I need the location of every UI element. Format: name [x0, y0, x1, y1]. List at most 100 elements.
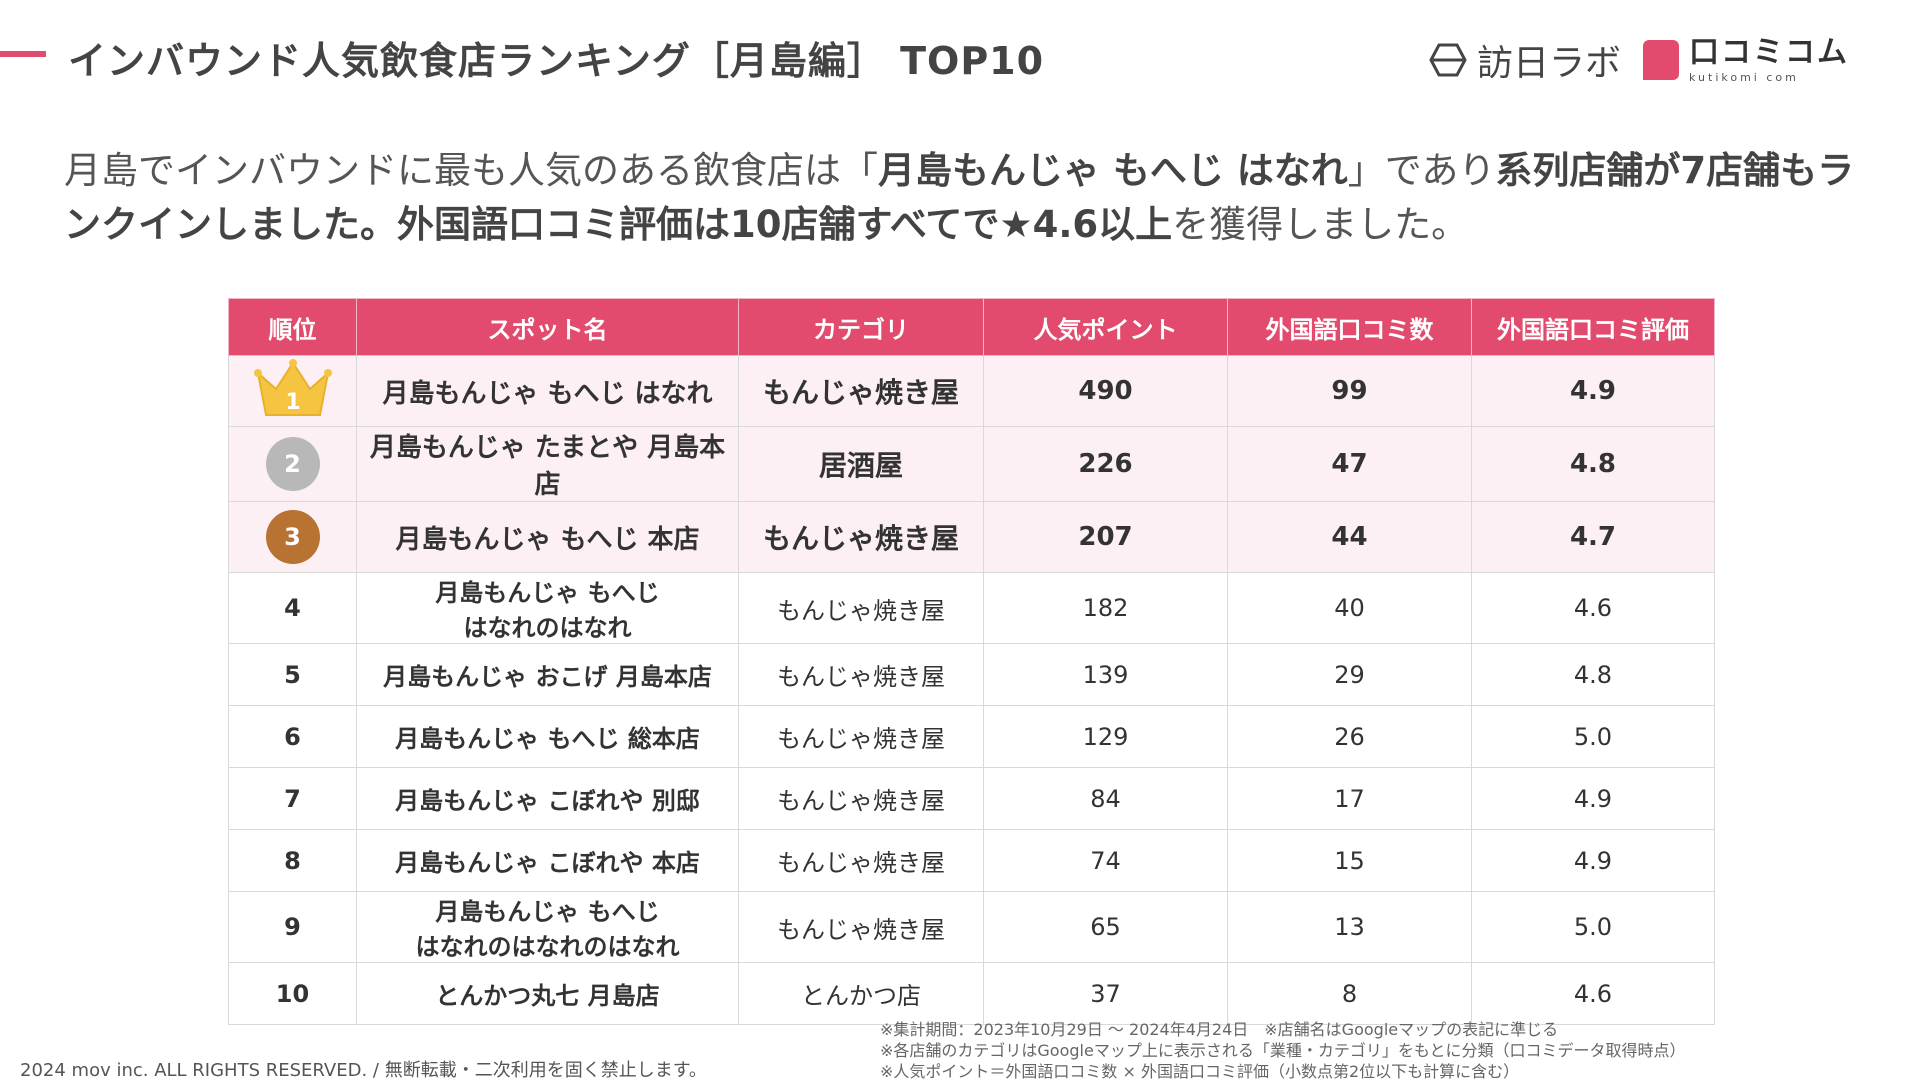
rating-cell: 4.9: [1471, 829, 1715, 892]
category-cell: もんじゃ焼き屋: [738, 829, 984, 892]
spot-name-cell: 月島もんじゃ もへじ はなれのはなれ: [356, 572, 739, 644]
rating-cell: 4.8: [1471, 643, 1715, 706]
spot-name-cell: 月島もんじゃ こぼれや 別邸: [356, 767, 739, 830]
category-cell: もんじゃ焼き屋: [738, 767, 984, 830]
review-count-cell: 99: [1227, 355, 1472, 427]
spot-name-line-1: 月島もんじゃ もへじ: [435, 579, 660, 607]
table-row: 6 月島もんじゃ もへじ 総本店 もんじゃ焼き屋 129 26 5.0: [228, 705, 1715, 768]
header-review-rating: 外国語口コミ評価: [1471, 298, 1715, 356]
rank-cell: 3: [228, 501, 357, 573]
rating-cell: 4.6: [1471, 962, 1715, 1025]
gold-crown-icon: 1: [253, 358, 332, 424]
category-cell: もんじゃ焼き屋: [738, 643, 984, 706]
houjin-labo-text: 訪日ラボ: [1476, 43, 1621, 84]
rating-cell: 4.9: [1471, 767, 1715, 830]
bronze-medal-icon: 3: [265, 510, 320, 564]
category-cell: 居酒屋: [738, 426, 984, 502]
review-count-cell: 40: [1227, 572, 1472, 644]
review-count-cell: 26: [1227, 705, 1472, 768]
points-cell: 490: [983, 355, 1228, 427]
spot-name-cell: とんかつ丸七 月島店: [356, 962, 739, 1025]
points-cell: 74: [983, 829, 1228, 892]
header-points: 人気ポイント: [983, 298, 1228, 356]
rating-cell: 4.7: [1471, 501, 1715, 573]
title-accent-bar: [0, 51, 46, 57]
review-count-cell: 8: [1227, 962, 1472, 1025]
table-row: 8 月島もんじゃ こぼれや 本店 もんじゃ焼き屋 74 15 4.9: [228, 829, 1715, 892]
lead-text-3: を獲得しました。: [1172, 203, 1469, 246]
review-count-cell: 15: [1227, 829, 1472, 892]
spot-name-cell: 月島もんじゃ もへじ はなれのはなれのはなれ: [356, 891, 739, 963]
points-cell: 37: [983, 962, 1228, 1025]
category-cell: もんじゃ焼き屋: [738, 572, 984, 644]
spot-name-cell: 月島もんじゃ もへじ 本店: [356, 501, 739, 573]
footnotes: ※集計期間：2023年10月29日 〜 2024年4月24日 ※店舗名はGoog…: [880, 1019, 1686, 1082]
header-spot-name: スポット名: [356, 298, 739, 356]
ranking-table: 順位 スポット名 カテゴリ 人気ポイント 外国語口コミ数 外国語口コミ評価 1: [228, 298, 1715, 1025]
speech-bubble-icon: [1643, 40, 1679, 80]
review-count-cell: 13: [1227, 891, 1472, 963]
table-row: 3 月島もんじゃ もへじ 本店 もんじゃ焼き屋 207 44 4.7: [228, 501, 1715, 573]
spot-name-cell: 月島もんじゃ もへじ 総本店: [356, 705, 739, 768]
rating-cell: 5.0: [1471, 891, 1715, 963]
footnote-category: ※各店舗のカテゴリはGoogleマップ上に表示される「業種・カテゴリ」をもとに分…: [880, 1041, 1686, 1060]
rank-cell: 4: [228, 572, 357, 644]
rank-cell: 6: [228, 705, 357, 768]
table-header-row: 順位 スポット名 カテゴリ 人気ポイント 外国語口コミ数 外国語口コミ評価: [228, 298, 1715, 356]
header-review-count: 外国語口コミ数: [1227, 298, 1472, 356]
lead-bold-2: 系列店舗が7店舗もランクインしました。外国語口コミ評価は10店舗すべてで★4.6…: [64, 149, 1855, 246]
rating-cell: 5.0: [1471, 705, 1715, 768]
kutikomi-logo: 口コミコム kutikomi com: [1643, 34, 1849, 84]
rank-cell: 2: [228, 426, 357, 502]
review-count-cell: 47: [1227, 426, 1472, 502]
lead-text-2: 」であり: [1347, 149, 1496, 192]
hexagon-logo-icon: [1429, 43, 1467, 77]
kutikomi-jp-text: 口コミコム: [1689, 34, 1849, 70]
rank-1-label: 1: [285, 390, 300, 415]
points-cell: 226: [983, 426, 1228, 502]
points-cell: 182: [983, 572, 1228, 644]
header-rank: 順位: [228, 298, 357, 356]
footnote-points: ※人気ポイント＝外国語口コミ数 × 外国語口コミ評価（小数点第2位以下も計算に含…: [880, 1062, 1520, 1081]
rank-cell: 7: [228, 767, 357, 830]
spot-name-line-1: 月島もんじゃ もへじ: [435, 898, 660, 926]
rank-cell: 9: [228, 891, 357, 963]
header-category: カテゴリ: [738, 298, 984, 356]
table-row: 4 月島もんじゃ もへじ はなれのはなれ もんじゃ焼き屋 182 40 4.6: [228, 572, 1715, 644]
lead-bold-1: 月島もんじゃ もへじ はなれ: [878, 149, 1348, 192]
lead-paragraph: 月島でインバウンドに最も人気のある飲食店は「月島もんじゃ もへじ はなれ」であり…: [64, 144, 1864, 252]
category-cell: もんじゃ焼き屋: [738, 501, 984, 573]
rating-cell: 4.8: [1471, 426, 1715, 502]
points-cell: 139: [983, 643, 1228, 706]
lead-text-1: 月島でインバウンドに最も人気のある飲食店は「: [64, 149, 878, 192]
category-cell: もんじゃ焼き屋: [738, 891, 984, 963]
logo-group: 訪日ラボ 口コミコム kutikomi com: [1429, 34, 1849, 86]
review-count-cell: 44: [1227, 501, 1472, 573]
rank-cell: 10: [228, 962, 357, 1025]
kutikomi-en-text: kutikomi com: [1689, 70, 1799, 84]
spot-name-cell: 月島もんじゃ もへじ はなれ: [356, 355, 739, 427]
category-cell: もんじゃ焼き屋: [738, 705, 984, 768]
points-cell: 207: [983, 501, 1228, 573]
points-cell: 84: [983, 767, 1228, 830]
review-count-cell: 17: [1227, 767, 1472, 830]
spot-name-line-2: はなれのはなれのはなれ: [415, 933, 680, 961]
spot-name-cell: 月島もんじゃ おこげ 月島本店: [356, 643, 739, 706]
page-title: インバウンド人気飲食店ランキング［月島編］ TOP10: [68, 39, 1045, 83]
rank-cell: 8: [228, 829, 357, 892]
spot-name-line-2: はなれのはなれ: [463, 614, 632, 642]
points-cell: 65: [983, 891, 1228, 963]
houjin-labo-logo: 訪日ラボ: [1429, 34, 1621, 86]
table-row: 5 月島もんじゃ おこげ 月島本店 もんじゃ焼き屋 139 29 4.8: [228, 643, 1715, 706]
rating-cell: 4.6: [1471, 572, 1715, 644]
points-cell: 129: [983, 705, 1228, 768]
table-row: 7 月島もんじゃ こぼれや 別邸 もんじゃ焼き屋 84 17 4.9: [228, 767, 1715, 830]
footnote-period: ※集計期間：2023年10月29日 〜 2024年4月24日 ※店舗名はGoog…: [880, 1020, 1559, 1039]
rank-cell: 5: [228, 643, 357, 706]
table-row: 1 月島もんじゃ もへじ はなれ もんじゃ焼き屋 490 99 4.9: [228, 355, 1715, 427]
table-row: 9 月島もんじゃ もへじ はなれのはなれのはなれ もんじゃ焼き屋 65 13 5.…: [228, 891, 1715, 963]
review-count-cell: 29: [1227, 643, 1472, 706]
category-cell: もんじゃ焼き屋: [738, 355, 984, 427]
copyright-text: 2024 mov inc. ALL RIGHTS RESERVED. / 無断転…: [20, 1060, 707, 1081]
rating-cell: 4.9: [1471, 355, 1715, 427]
